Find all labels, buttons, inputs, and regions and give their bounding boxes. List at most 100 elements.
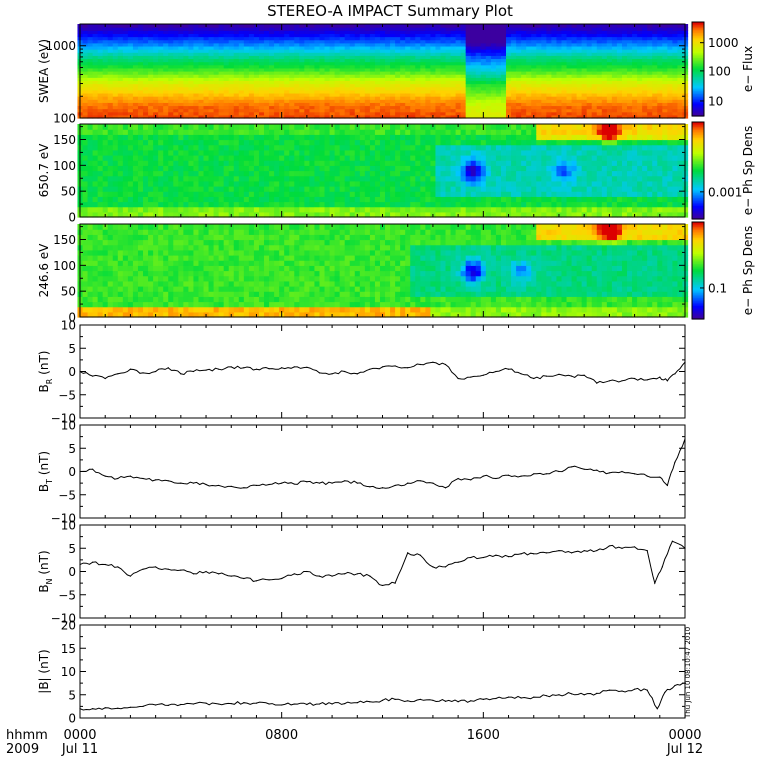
swea-cell (500, 52, 507, 56)
swea-cell (334, 71, 341, 75)
swea-cell (183, 42, 189, 47)
pad1-cell (223, 139, 230, 146)
pad1-cell (87, 144, 94, 151)
swea-cell (158, 55, 164, 60)
swea-cell (591, 64, 598, 69)
swea-cell (621, 102, 628, 107)
swea-cell (657, 30, 663, 34)
swea-cell (576, 77, 583, 81)
swea-cell (269, 52, 275, 56)
pad1-cell (258, 139, 265, 146)
swea-cell (208, 67, 215, 72)
swea-cell (455, 89, 462, 94)
swea-cell (344, 77, 351, 81)
pad1-cell (274, 206, 280, 213)
pad1-cell (309, 165, 316, 172)
swea-cell (132, 80, 139, 85)
pad1-cell (410, 155, 416, 161)
pad1-cell (374, 196, 381, 203)
swea-colorbar-cell (692, 109, 704, 112)
pad1-cell (97, 149, 104, 156)
swea-cell (208, 33, 215, 38)
pad1-cell (92, 170, 99, 177)
swea-cell (455, 36, 462, 41)
swea-cell (445, 111, 452, 116)
swea-cell (410, 80, 416, 85)
swea-cell (253, 74, 260, 78)
pad1-cell (349, 129, 356, 135)
pad1-cell (193, 124, 200, 130)
swea-cell (324, 30, 331, 34)
swea-cell (269, 55, 275, 60)
pad1-cell (415, 206, 421, 213)
swea-cell (647, 77, 653, 81)
swea-cell (667, 36, 673, 41)
swea-cell (470, 52, 477, 56)
swea-cell (485, 45, 492, 50)
swea-cell (667, 33, 673, 38)
pad1-cell (284, 196, 290, 203)
pad1-cell (203, 149, 210, 156)
swea-cell (531, 89, 537, 94)
swea-cell (349, 92, 356, 97)
swea-cell (238, 67, 245, 72)
pad1-cell (132, 191, 139, 197)
pad1-cell (183, 196, 189, 203)
swea-cell (485, 27, 492, 31)
swea-cell (324, 77, 331, 81)
swea-cell (379, 30, 386, 34)
pad1-cell (339, 175, 346, 182)
swea-cell (102, 49, 109, 53)
swea-cell (425, 49, 431, 53)
swea-cell (132, 77, 139, 81)
swea-cell (460, 83, 467, 88)
swea-cell (314, 64, 321, 69)
swea-cell (248, 64, 255, 69)
swea-colorbar-cell (692, 95, 704, 98)
swea-cell (616, 92, 623, 97)
swea-cell (359, 114, 366, 119)
swea-cell (506, 36, 512, 41)
swea-cell (500, 24, 507, 28)
swea-cell (485, 74, 492, 78)
swea-cell (541, 33, 547, 38)
pad1-cell (208, 160, 215, 166)
swea-cell (289, 108, 295, 113)
swea-cell (274, 111, 280, 116)
pad1-cell (400, 165, 406, 172)
swea-cell (188, 74, 195, 78)
swea-cell (561, 64, 568, 69)
swea-cell (672, 58, 679, 63)
swea-cell (435, 99, 442, 103)
pad1-cell (243, 155, 250, 161)
swea-cell (662, 64, 668, 69)
pad1-cell (143, 165, 149, 172)
swea-colorbar-cell (692, 84, 704, 87)
swea-cell (102, 39, 109, 44)
pad1-cell (163, 170, 169, 177)
swea-cell (188, 24, 195, 28)
pad1-cell (158, 139, 164, 146)
pad1-cell (369, 175, 376, 182)
swea-cell (586, 64, 593, 69)
swea-cell (541, 64, 547, 69)
swea-cell (652, 92, 658, 97)
swea-cell (632, 39, 638, 44)
swea-cell (188, 114, 195, 119)
swea-cell (425, 99, 431, 103)
swea-cell (576, 27, 583, 31)
swea-cell (642, 92, 648, 97)
swea-cell (183, 58, 189, 63)
pad1-cell (374, 155, 381, 161)
pad1-cell (324, 149, 331, 156)
swea-cell (248, 36, 255, 41)
swea-cell (465, 102, 472, 107)
swea-cell (611, 27, 618, 31)
swea-cell (385, 102, 391, 107)
pad1-cell (324, 206, 331, 213)
pad1-cell (309, 160, 316, 166)
swea-cell (183, 108, 189, 113)
pad1-cell (188, 139, 195, 146)
swea-cell (475, 102, 482, 107)
swea-cell (420, 108, 426, 113)
